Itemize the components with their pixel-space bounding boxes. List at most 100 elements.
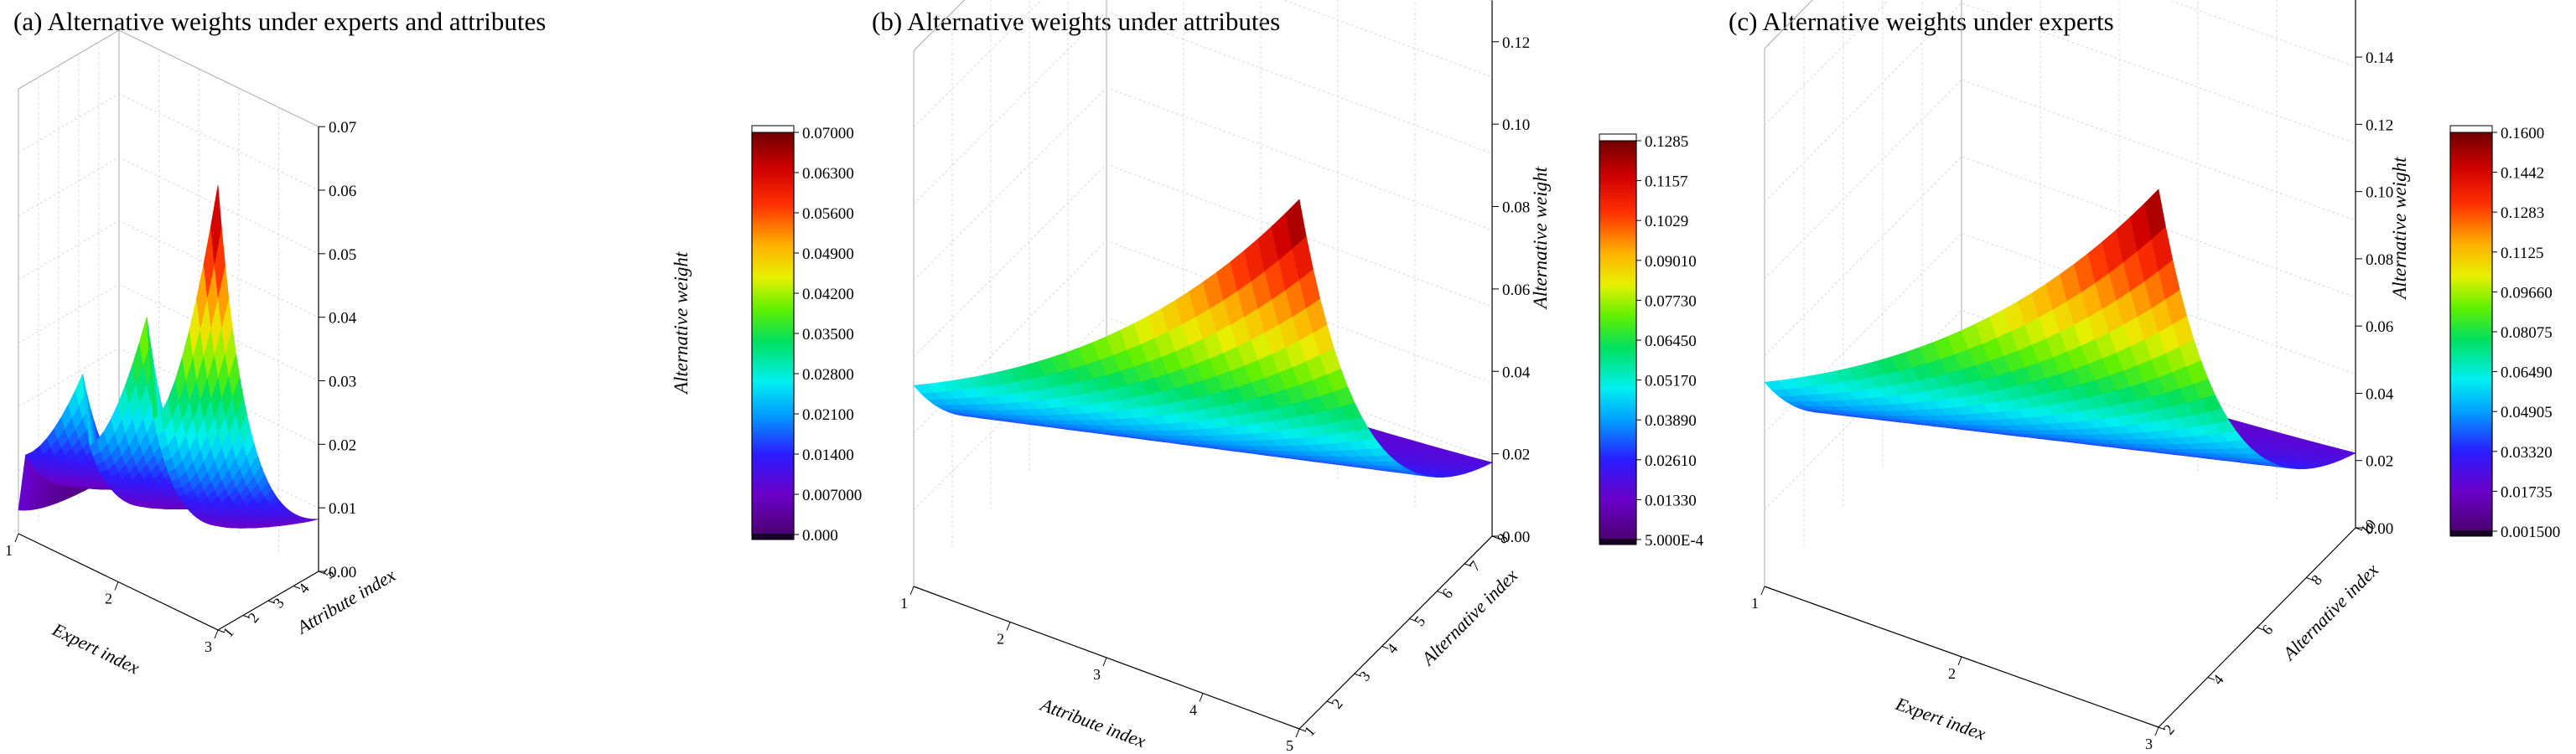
x-tick-label: 5 [1286, 737, 1293, 754]
z-tick-label: 0.04 [2366, 385, 2394, 403]
z-tick-label: 0.00 [1502, 529, 1530, 546]
colorbar-tick-label: 0.01735 [2501, 483, 2553, 501]
x-tick [2154, 726, 2159, 736]
colorbar-tick-label: 0.02100 [802, 406, 854, 424]
colorbar-tick-label: 0.08075 [2501, 324, 2553, 342]
z-tick-label: 0.10 [1502, 116, 1530, 134]
y-tick [1354, 673, 1361, 677]
surface-mesh [913, 199, 1493, 478]
z-tick-label: 0.07 [329, 119, 356, 137]
x-tick [1760, 586, 1765, 596]
colorbar [751, 132, 795, 535]
x-tick-label: 1 [1751, 595, 1759, 612]
colorbar-tick-label: 0.01330 [1645, 492, 1697, 509]
panel-a-title: (a) Alternative weights under experts an… [13, 7, 547, 36]
colorbar-tick-label: 0.07000 [802, 125, 854, 142]
x-tick-label: 3 [205, 638, 212, 655]
wall-gridline [18, 157, 319, 255]
wall-gridline [913, 0, 1493, 128]
colorbar-tick-label: 0.01400 [802, 447, 854, 464]
y-tick [293, 586, 301, 589]
z-tick-label: 0.14 [2366, 49, 2394, 67]
z-tick-label: 0.03 [329, 373, 356, 390]
colorbar-tick-label: 0.000 [802, 527, 838, 545]
colorbar-tick-label: 0.1029 [1645, 213, 1688, 230]
panel-c-title: (c) Alternative weights under experts [1729, 7, 2114, 36]
colorbar-tick-label: 0.1283 [2501, 204, 2544, 222]
colorbar-tick-label: 0.04900 [802, 245, 854, 263]
y-tick [2158, 726, 2166, 731]
x-tick [1102, 657, 1107, 667]
wall-gridline [1764, 0, 2356, 126]
x-axis-label: Expert index [49, 618, 143, 679]
front-axes [18, 127, 319, 631]
x-tick-label: 2 [1948, 665, 1956, 682]
z-tick-label: 0.12 [2366, 116, 2393, 134]
x-axis-label: Attribute index [1036, 694, 1148, 752]
z-axis-label: Alternative weight [671, 251, 692, 395]
y-tick-label: 4 [2209, 671, 2226, 688]
y-tick-label: 6 [2258, 622, 2276, 638]
y-tick [1326, 700, 1335, 705]
colorbar-tick-label: 0.1285 [1645, 133, 1688, 151]
x-tick-label: 4 [1190, 702, 1197, 719]
y-tick-label: 8 [2308, 571, 2325, 588]
colorbar-cap-bottom [751, 534, 795, 540]
z-tick-label: 0.12 [1502, 34, 1530, 52]
colorbar-tick-label: 0.06450 [1645, 333, 1697, 350]
wall-gridline [913, 87, 1493, 281]
colorbar [1599, 140, 1637, 540]
colorbar-cap-bottom [1599, 539, 1637, 545]
z-tick-label: 0.04 [1502, 364, 1531, 381]
x-tick-label: 2 [105, 591, 112, 607]
y-axis-label: Alternative index [1416, 565, 1521, 670]
x-tick-label: 1 [900, 595, 908, 612]
colorbar-cap-top [2449, 125, 2493, 133]
colorbar-tick-label: 0.05170 [1645, 373, 1697, 390]
colorbar-tick-label: 0.03890 [1645, 412, 1697, 430]
x-tick [14, 533, 19, 543]
x-tick [1295, 728, 1300, 738]
panel-b-title: (b) Alternative weights under attributes [872, 7, 1281, 36]
z-tick-label: 0.00 [2366, 520, 2393, 538]
y-tick [1381, 645, 1389, 649]
y-tick [267, 600, 276, 604]
y-tick-label: 1 [220, 624, 237, 641]
colorbar-tick-label: 0.05600 [802, 205, 854, 223]
y-tick [1464, 563, 1472, 567]
colorbar-tick-label: 0.03320 [2501, 444, 2553, 462]
y-tick-label: 3 [270, 595, 288, 612]
z-axis-label: Alternative weight [2389, 157, 2410, 301]
wall-gridline [18, 283, 319, 381]
colorbar-tick-label: 0.02800 [802, 366, 854, 384]
y-tick-label: 2 [2160, 721, 2178, 738]
z-tick-label: 0.01 [329, 500, 356, 518]
y-tick [1409, 618, 1417, 622]
z-tick-label: 0.06 [1502, 281, 1530, 299]
x-tick [1199, 693, 1204, 702]
z-tick-label: 0.08 [1502, 199, 1530, 217]
colorbar-tick-label: 0.03500 [802, 326, 854, 343]
y-tick [242, 615, 251, 618]
wall-gridline [1764, 79, 2356, 280]
z-tick-label: 0.02 [329, 436, 356, 454]
z-tick-label: 0.06 [2366, 318, 2393, 336]
colorbar-tick-label: 0.09660 [2501, 284, 2553, 302]
wall-gridline [1764, 156, 2356, 357]
y-tick [2306, 577, 2314, 581]
colorbar-tick-label: 5.000E-4 [1645, 532, 1704, 550]
y-tick [1298, 728, 1307, 732]
wall-gridline [1764, 2, 2356, 203]
x-tick [1957, 656, 1962, 666]
colorbar-tick-label: 0.1125 [2501, 245, 2544, 262]
y-axis-label: Alternative index [2278, 559, 2382, 665]
y-tick [2207, 677, 2215, 680]
wall-gridline [913, 163, 1493, 358]
y-tick [1437, 591, 1444, 595]
colorbar-tick-label: 0.04905 [2501, 404, 2553, 421]
y-tick-label: 2 [245, 609, 262, 626]
wall-gridline [1764, 309, 2356, 510]
x-tick-label: 3 [1093, 666, 1101, 683]
surface-patch [210, 185, 222, 264]
colorbar-tick-label: 0.02610 [1645, 452, 1697, 470]
